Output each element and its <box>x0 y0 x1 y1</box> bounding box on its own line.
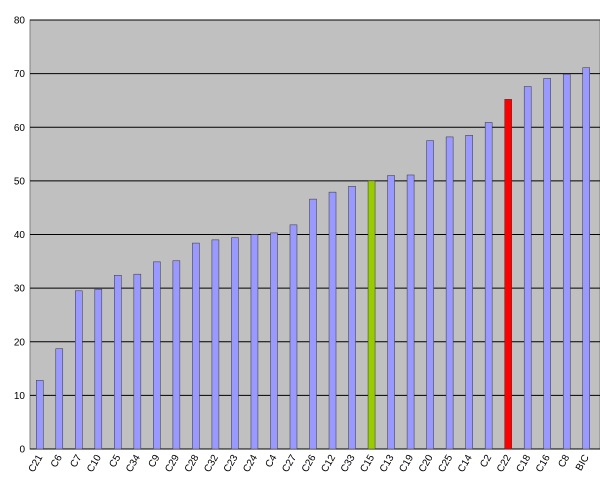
bar <box>250 234 259 450</box>
x-tick-label: C16 <box>534 453 553 475</box>
x-tick-label: C34 <box>124 453 143 475</box>
bar <box>445 136 454 450</box>
bar <box>309 198 317 450</box>
bar <box>114 275 122 450</box>
x-tick-label: C12 <box>319 453 338 475</box>
x-tick-label: C22 <box>495 453 514 475</box>
bar <box>75 290 83 450</box>
bar <box>543 78 551 450</box>
bar <box>406 174 415 450</box>
bar <box>55 348 64 450</box>
y-tick-label: 10 <box>14 391 26 402</box>
x-tick-label: C24 <box>241 453 260 475</box>
x-tick-label: C19 <box>397 453 416 475</box>
x-tick-label: C8 <box>556 453 572 470</box>
y-tick-label: 30 <box>14 284 26 295</box>
bar <box>36 380 44 450</box>
x-tick-label: C28 <box>183 453 202 475</box>
bar <box>504 99 512 450</box>
x-tick-label: C2 <box>478 453 494 470</box>
bar <box>172 260 181 450</box>
x-tick-label: C20 <box>417 453 436 475</box>
bar <box>582 67 590 450</box>
y-tick-label: 20 <box>14 337 26 348</box>
x-tick-label: C7 <box>68 453 84 470</box>
x-tick-label: C27 <box>280 453 299 475</box>
x-tick-label: C32 <box>202 453 221 475</box>
x-tick-label: C26 <box>300 453 319 475</box>
x-tick-label: C9 <box>147 453 163 470</box>
bar <box>289 224 298 450</box>
bar <box>426 140 434 450</box>
x-tick-label: C29 <box>163 453 182 475</box>
x-tick-label: C10 <box>85 453 104 475</box>
x-tick-label: C4 <box>264 453 280 470</box>
bar <box>270 232 278 450</box>
bar <box>348 185 356 450</box>
bar <box>153 261 161 450</box>
y-tick-label: 40 <box>14 230 26 241</box>
y-tick-label: 50 <box>14 176 26 187</box>
bar <box>562 73 571 450</box>
x-tick-label: C13 <box>378 453 397 475</box>
bar <box>465 135 473 450</box>
y-tick-label: 80 <box>14 16 26 27</box>
bar <box>231 237 239 450</box>
x-tick-label: C15 <box>358 453 377 475</box>
bar <box>387 175 395 450</box>
bar <box>523 86 532 450</box>
bar <box>484 122 493 450</box>
y-tick-label: 0 <box>19 445 25 456</box>
bar <box>211 239 220 450</box>
x-tick-label: C14 <box>456 453 475 475</box>
bar <box>328 191 337 450</box>
y-tick-label: 60 <box>14 123 26 134</box>
bar <box>367 180 376 450</box>
x-tick-label: C33 <box>339 453 358 475</box>
x-tick-label: C5 <box>108 453 124 470</box>
bar <box>133 273 142 450</box>
x-tick-label: BIC <box>574 453 592 473</box>
bar <box>192 242 200 450</box>
y-tick-label: 70 <box>14 69 26 80</box>
x-tick-label: C18 <box>515 453 534 475</box>
x-tick-label: C21 <box>27 453 46 475</box>
x-tick-label: C25 <box>437 453 456 475</box>
x-tick-label: C23 <box>222 453 241 475</box>
bar <box>94 288 103 450</box>
x-tick-label: C6 <box>49 453 65 470</box>
